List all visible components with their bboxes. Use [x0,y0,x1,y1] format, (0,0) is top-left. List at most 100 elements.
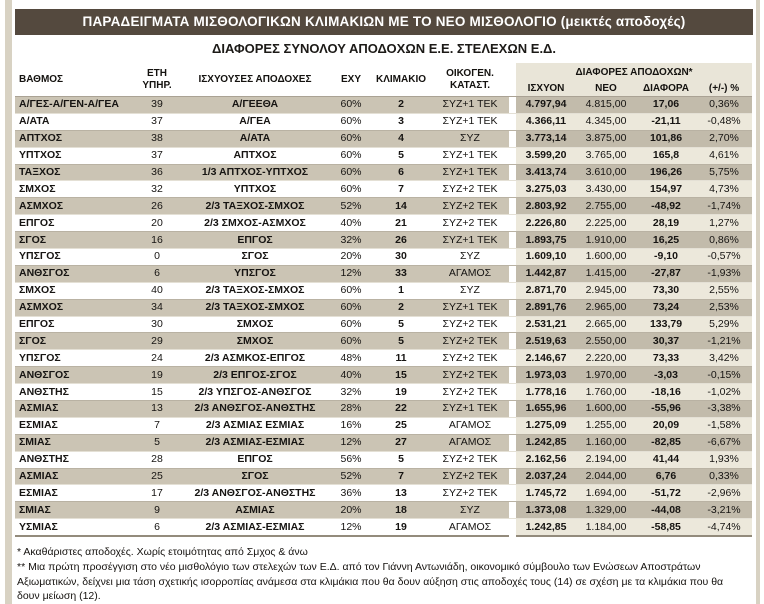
cell-years: 38 [135,130,179,148]
row-gutter [509,518,516,537]
cell-scale: 15 [371,366,431,384]
cell-current-basis: ΣΜΧΟΣ [236,318,274,331]
cell-current-total: 1.778,16 [516,383,576,401]
cell-new-total: 2.945,00 [576,282,636,300]
cell-current-basis: 2/3 ΑΣΜΚΟΣ-ΕΠΓΟΣ [204,351,306,364]
page-title: ΠΑΡΑΔΕΙΓΜΑΤΑ ΜΙΣΘΟΛΟΓΙΚΩΝ ΚΛΙΜΑΚΙΩΝ ΜΕ Τ… [15,9,753,35]
cell-pct-change: 2,53% [696,299,753,317]
cell-exy: 60% [331,130,371,148]
cell-years: 13 [135,400,179,418]
cell-new-total: 1.329,00 [576,501,636,519]
table-row: ΑΠΤΧΟΣ 38 Α/ΑΤΑ 60% 4 ΣΥΖ 3.773,14 3.875,00 101,… [15,130,753,148]
cell-pct-change: -4,74% [696,518,753,538]
table-row: Α/ΓΕΣ-Α/ΓΕΝ-Α/ΓΕΑ 39 Α/ΓΕΕΘΑ 60% 2 ΣΥΖ+1 ΤΕΚ 4… [15,96,753,114]
cell-years: 17 [151,486,163,499]
cell-years: 20 [151,216,163,229]
row-gutter [509,468,516,485]
cell-current-basis: ΕΠΓΟΣ [237,453,273,466]
cell-exy: 40% [340,216,362,229]
cell-family-status: ΣΥΖ+1 ΤΕΚ [431,96,509,114]
cell-current-basis: 2/3 ΑΣΜΙΑΣ-ΕΣΜΙΑΣ [179,434,331,452]
cell-grade: ΑΝΘΣΤΗΣ [19,453,69,466]
cell-new-total: 4.345,00 [576,113,636,131]
cell-pct-change: 0,86% [696,231,753,249]
cell-family-status: ΑΓΑΜΟΣ [431,434,509,452]
cell-current-total: 1.242,85 [516,434,576,452]
cell-new-total: 1.255,00 [576,417,636,435]
cell-current-basis: 2/3 ΤΑΞΧΟΣ-ΣΜΧΟΣ [205,284,305,297]
cell-current-basis: 2/3 ΑΝΘΣΓΟΣ-ΑΝΘΣΤΗΣ [194,486,316,499]
cell-current-total: 1.655,96 [516,400,576,418]
cell-current-total: 1.275,09 [516,417,576,435]
cell-exy: 60% [340,318,362,331]
cell-difference: -44,08 [636,501,696,519]
cell-grade: ΣΜΙΑΣ [15,501,135,519]
cell-current-total: 2.162,56 [516,451,576,469]
cell-scale: 21 [395,216,407,229]
footnotes: * Ακαθάριστες αποδοχές. Χωρίς ετοιμότητα… [15,537,753,604]
cell-current-total: 2.891,76 [516,299,576,317]
cell-exy: 60% [331,332,371,350]
cell-grade: ΑΣΜΙΑΣ [15,400,135,418]
cell-pct-change: 5,75% [696,164,753,181]
cell-scale: 11 [395,351,407,364]
cell-new-total: 1.694,00 [576,484,636,502]
cell-new-total: 3.430,00 [576,180,636,198]
row-gutter [509,501,516,519]
cell-family-status: ΣΥΖ+2 ΤΕΚ [442,318,498,331]
cell-years: 15 [151,385,163,398]
cell-pct-change: -1,02% [696,383,753,401]
row-gutter [509,113,516,131]
cell-grade: ΣΓΟΣ [15,231,135,249]
cell-scale: 2 [371,299,431,317]
cell-current-basis: ΣΓΟΣ [179,468,331,485]
row-gutter [509,451,516,469]
cell-scale: 1 [398,284,404,297]
cell-difference: -18,16 [636,383,696,401]
cell-scale: 5 [398,453,404,466]
cell-current-basis: 2/3 ΑΣΜΙΑΣ-ΕΣΜΙΑΣ [179,518,331,538]
cell-exy: 16% [340,419,362,432]
table-row: ΣΜΙΑΣ 9 ΑΣΜΙΑΣ 20% 18 ΣΥΖ 1.373,08 1.329,00 -44,… [15,501,753,519]
cell-current-basis: ΥΠΤΧΟΣ [233,182,277,195]
cell-grade: ΑΠΤΧΟΣ [15,130,135,148]
table-row: ΕΠΓΟΣ 20 2/3 ΣΜΧΟΣ-ΑΣΜΧΟΣ 40% 21 ΣΥΖ+2 ΤΕΚ 2.2… [15,214,753,232]
row-gutter [509,248,516,266]
cell-new-total: 2.194,00 [576,451,636,469]
cell-family-status: ΣΥΖ+1 ΤΕΚ [431,400,509,418]
cell-years: 5 [135,434,179,452]
cell-difference: -21,11 [636,113,696,131]
col-header-family-status: ΟΙΚΟΓΕΝ. ΚΑΤΑΣΤ. [431,63,509,97]
cell-current-basis: 2/3 ΤΑΞΧΟΣ-ΣΜΧΟΣ [179,197,331,215]
row-gutter [509,180,516,198]
cell-pct-change: 2,70% [696,130,753,148]
cell-exy: 48% [340,351,362,364]
cell-current-basis: ΑΣΜΙΑΣ [179,501,331,519]
table-row: ΣΜΧΟΣ 32 ΥΠΤΧΟΣ 60% 7 ΣΥΖ+2 ΤΕΚ 3.275,03 3.430,… [15,180,753,198]
cell-family-status: ΑΓΑΜΟΣ [431,265,509,283]
cell-grade: ΥΠΣΓΟΣ [19,250,61,263]
cell-family-status: ΣΥΖ+1 ΤΕΚ [442,149,498,162]
cell-scale: 7 [371,468,431,485]
cell-current-basis: 2/3 ΣΜΧΟΣ-ΑΣΜΧΟΣ [204,216,306,229]
cell-exy: 28% [331,400,371,418]
cell-current-total: 1.242,85 [516,518,576,538]
footnote-1: * Ακαθάριστες αποδοχές. Χωρίς ετοιμότητα… [17,546,308,559]
cell-exy: 60% [340,115,362,128]
cell-exy: 32% [340,385,362,398]
row-gutter [509,282,516,300]
cell-family-status: ΣΥΖ+2 ΤΕΚ [442,182,498,195]
cell-pct-change: 1,93% [696,451,753,469]
cell-scale: 6 [371,164,431,181]
cell-new-total: 4.815,00 [576,96,636,114]
article-frame: ΠΑΡΑΔΕΙΓΜΑΤΑ ΜΙΣΘΟΛΟΓΙΚΩΝ ΚΛΙΜΑΚΙΩΝ ΜΕ Τ… [5,0,760,604]
row-gutter [509,130,516,148]
cell-pct-change: -1,93% [696,265,753,283]
cell-current-basis: Α/ΓΕΑ [239,115,271,128]
cell-difference: 41,44 [636,451,696,469]
cell-family-status: ΣΥΖ+1 ΤΕΚ [431,299,509,317]
cell-family-status: ΣΥΖ+2 ΤΕΚ [431,468,509,485]
cell-pct-change: -0,15% [696,366,753,384]
cell-family-status: ΣΥΖ+2 ΤΕΚ [442,216,498,229]
cell-exy: 60% [340,149,362,162]
